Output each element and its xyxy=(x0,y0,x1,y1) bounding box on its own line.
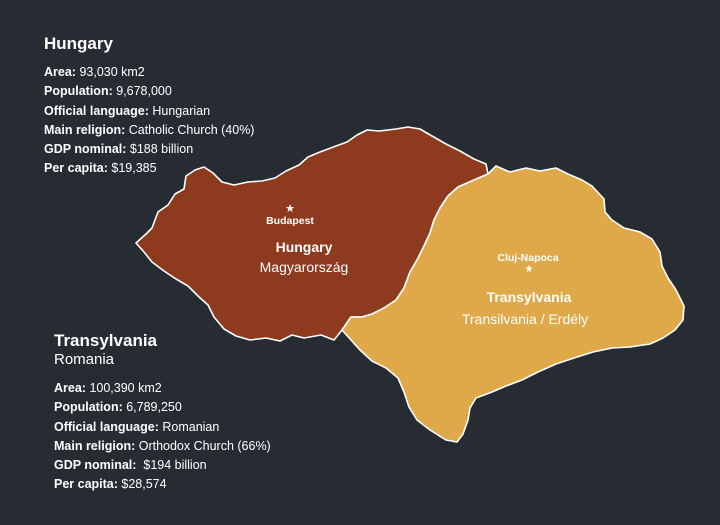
transylvania-fact-row: Area: 100,390 km2 xyxy=(54,379,271,398)
fact-value: 93,030 km2 xyxy=(75,65,145,79)
transylvania-country: Romania xyxy=(54,351,115,368)
hungary-fact-row: GDP nominal: $188 billion xyxy=(44,140,254,159)
hungary-fact-row: Main religion: Catholic Church (40%) xyxy=(44,121,254,140)
fact-label: Per capita: xyxy=(54,477,118,492)
cluj-napoca-label: Cluj-Napoca xyxy=(497,252,558,264)
fact-value: Hungarian xyxy=(148,103,211,118)
fact-label: Per capita: xyxy=(44,161,108,176)
fact-label: GDP nominal: xyxy=(44,142,127,157)
fact-label: Population: xyxy=(54,400,123,415)
hungary-map-label: Hungary xyxy=(276,239,333,255)
hungary-title: Hungary xyxy=(44,34,113,53)
budapest-label: Budapest xyxy=(266,215,314,227)
hungary-native-label: Magyarország xyxy=(260,259,349,275)
transylvania-native-label: Transilvania / Erdély xyxy=(462,311,588,327)
fact-value: Orthodox Church (66%) xyxy=(135,438,271,453)
transylvania-fact-row: Main religion: Orthodox Church (66%) xyxy=(54,437,271,456)
fact-value: Romanian xyxy=(158,419,220,434)
fact-value: 6,789,250 xyxy=(122,400,182,415)
fact-value: $19,385 xyxy=(107,161,157,176)
transylvania-fact-row: GDP nominal: $194 billion xyxy=(54,456,271,475)
transylvania-fact-row: Per capita: $28,574 xyxy=(54,475,271,494)
budapest-star-icon: ★ xyxy=(285,203,295,215)
fact-label: Official language: xyxy=(54,419,159,434)
fact-label: Main religion: xyxy=(44,122,126,137)
fact-label: Area: xyxy=(54,381,86,395)
hungary-fact-row: Official language: Hungarian xyxy=(44,102,254,121)
transylvania-map-label: Transylvania xyxy=(487,289,572,305)
transylvania-fact-row: Official language: Romanian xyxy=(54,418,271,437)
fact-value: $28,574 xyxy=(117,477,167,492)
fact-value: $194 billion xyxy=(136,458,207,473)
hungary-fact-row: Per capita: $19,385 xyxy=(44,159,254,178)
hungary-fact-row: Area: 93,030 km2 xyxy=(44,63,254,82)
transylvania-region xyxy=(341,165,685,443)
fact-label: Population: xyxy=(44,84,113,99)
fact-value: $188 billion xyxy=(126,142,194,157)
hungary-fact-row: Population: 9,678,000 xyxy=(44,82,254,101)
fact-value: Catholic Church (40%) xyxy=(125,122,255,137)
fact-label: Main religion: xyxy=(54,438,136,453)
cluj-napoca-star-icon: ★ xyxy=(525,264,534,275)
transylvania-info-panel: Transylvania Romania Area: 100,390 km2 P… xyxy=(54,331,271,495)
fact-label: Official language: xyxy=(44,103,149,118)
fact-value: 100,390 km2 xyxy=(85,381,162,395)
transylvania-title: Transylvania xyxy=(54,331,158,350)
fact-value: 9,678,000 xyxy=(112,84,172,99)
transylvania-fact-row: Population: 6,789,250 xyxy=(54,398,271,417)
hungary-info-panel: Hungary Area: 93,030 km2 Population: 9,6… xyxy=(44,34,254,179)
fact-label: Area: xyxy=(44,65,76,79)
fact-label: GDP nominal: xyxy=(54,458,137,473)
